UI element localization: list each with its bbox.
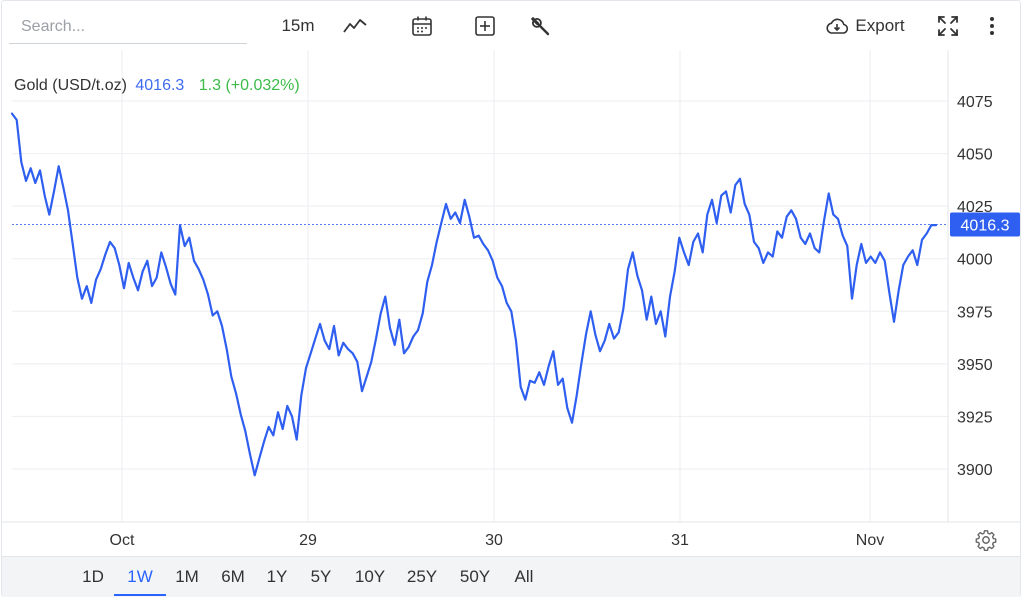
- last-price-label: 4016.3: [961, 217, 1010, 234]
- x-tick-label: Nov: [856, 532, 884, 549]
- range-button-25y[interactable]: 25Y: [406, 567, 438, 586]
- y-tick-label: 4000: [957, 252, 993, 269]
- y-tick-label: 3975: [957, 304, 993, 321]
- gear-icon[interactable]: [975, 529, 997, 551]
- y-tick-label: 3950: [957, 357, 993, 374]
- active-range-underline: [114, 594, 166, 596]
- range-button-50y[interactable]: 50Y: [459, 567, 491, 586]
- legend-name: Gold (USD/t.oz): [14, 77, 127, 94]
- fullscreen-icon[interactable]: [934, 10, 962, 42]
- x-tick-label: Oct: [110, 532, 135, 549]
- line-chart-icon[interactable]: [340, 10, 370, 42]
- y-tick-label: 4050: [957, 147, 993, 164]
- y-tick-label: 4075: [957, 94, 993, 111]
- range-button-1m[interactable]: 1M: [175, 567, 199, 586]
- legend-change: 1.3 (+0.032%): [198, 77, 300, 94]
- chart-legend: Gold (USD/t.oz) 4016.3 1.3 (+0.032%): [14, 77, 300, 95]
- calendar-icon[interactable]: [408, 10, 436, 42]
- search-input[interactable]: [9, 10, 247, 44]
- cloud-download-icon: [825, 17, 849, 35]
- range-button-1d[interactable]: 1D: [82, 567, 104, 586]
- price-chart[interactable]: Oct 29 30 31 Nov 3900 3925 3950 3975 4000 4025 4050…: [0, 48, 1024, 556]
- more-vertical-icon[interactable]: [982, 10, 1002, 42]
- price-series-line: [10, 112, 938, 477]
- range-button-all[interactable]: All: [514, 567, 534, 586]
- wrench-icon[interactable]: [526, 10, 554, 42]
- range-selector: 1D 1W 1M 6M 1Y 5Y 10Y 25Y 50Y All: [2, 556, 1020, 597]
- x-tick-label: 30: [485, 532, 503, 549]
- x-tick-label: 29: [299, 532, 317, 549]
- y-tick-label: 3900: [957, 462, 993, 479]
- legend-last-price: 4016.3: [135, 77, 185, 94]
- range-button-1w[interactable]: 1W: [127, 567, 153, 586]
- export-label: Export: [855, 16, 905, 35]
- range-button-10y[interactable]: 10Y: [354, 567, 386, 586]
- range-button-5y[interactable]: 5Y: [310, 567, 332, 586]
- y-tick-label: 4025: [957, 199, 993, 216]
- y-tick-label: 3925: [957, 409, 993, 426]
- range-button-6m[interactable]: 6M: [221, 567, 245, 586]
- last-price-label-bg: [950, 212, 1020, 237]
- range-button-1y[interactable]: 1Y: [266, 567, 288, 586]
- interval-button[interactable]: 15m: [281, 16, 315, 35]
- plus-square-icon[interactable]: [471, 10, 499, 42]
- export-button[interactable]: Export: [820, 10, 910, 42]
- x-tick-label: 31: [671, 532, 689, 549]
